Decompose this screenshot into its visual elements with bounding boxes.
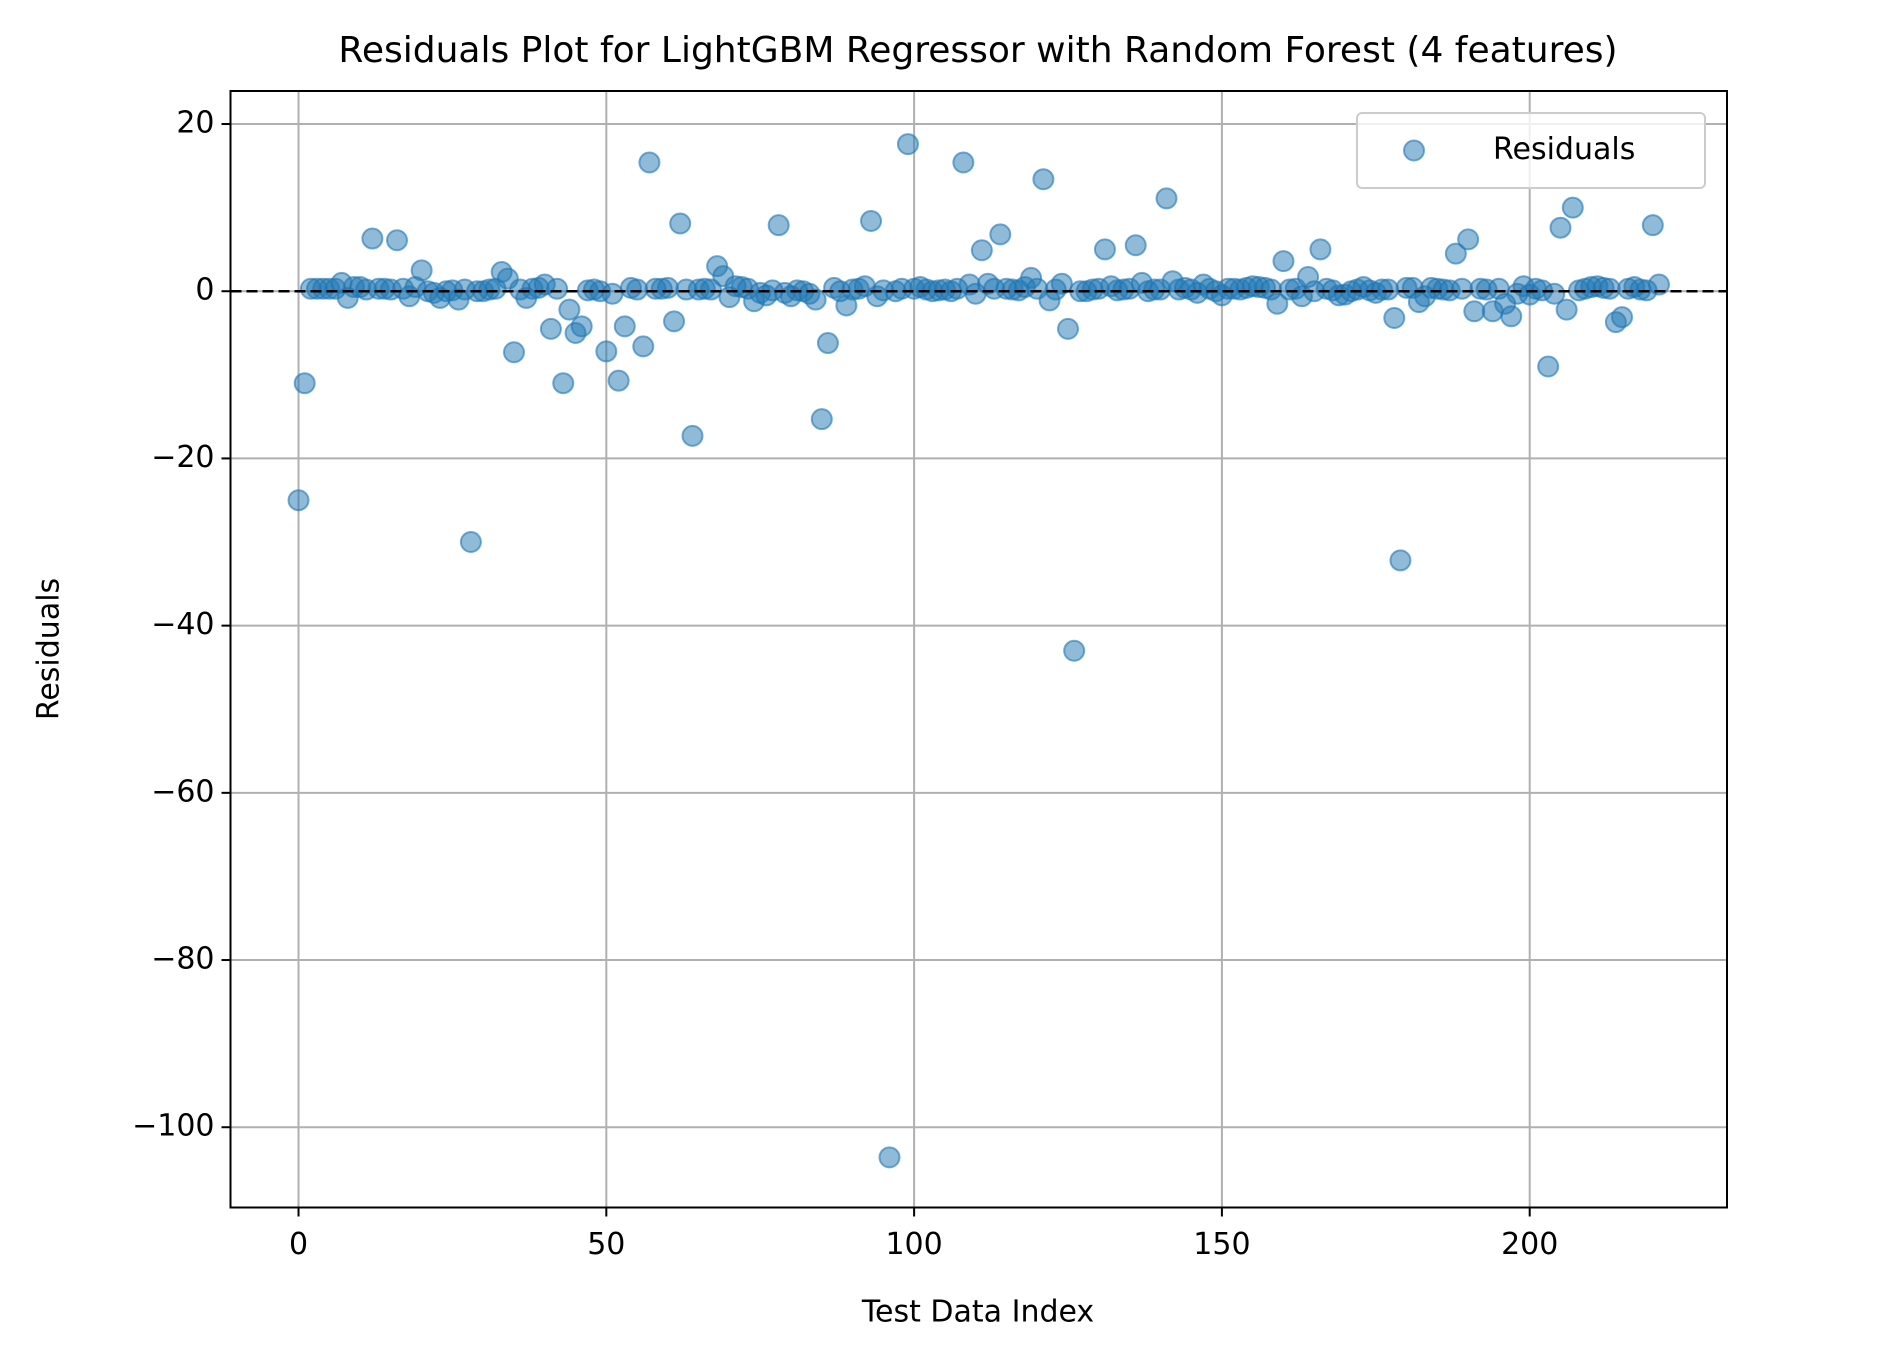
scatter-point — [601, 282, 624, 305]
scatter-point — [632, 335, 655, 358]
scatter-point — [613, 315, 636, 338]
y-tick-label: −40 — [151, 607, 214, 642]
scatter-point — [361, 227, 384, 250]
scatter-point — [1063, 639, 1086, 662]
y-axis-label: Residuals — [32, 578, 67, 720]
scatter-point — [816, 332, 839, 355]
scatter-point — [1272, 250, 1295, 273]
scatter-point — [896, 133, 919, 156]
scatter-point — [1383, 306, 1406, 329]
scatter-point — [1647, 273, 1670, 296]
scatter-point — [1561, 196, 1584, 219]
scatter-point — [1537, 355, 1560, 378]
scatter-point — [539, 317, 562, 340]
scatter-point — [699, 278, 722, 301]
y-tick-label: −80 — [151, 942, 214, 977]
legend-label: Residuals — [1493, 132, 1635, 167]
scatter-point — [570, 315, 593, 338]
scatter-point — [607, 369, 630, 392]
chart-title: Residuals Plot for LightGBM Regressor wi… — [338, 30, 1617, 71]
plot-area — [287, 133, 1670, 1169]
axes-frame — [229, 90, 1728, 1209]
scatter-point — [1389, 549, 1412, 572]
scatter-point — [638, 151, 661, 174]
scatter-point — [1444, 242, 1467, 265]
scatter-point — [1463, 300, 1486, 323]
scatter-point — [810, 408, 833, 431]
scatter-point — [1057, 317, 1080, 340]
scatter-point — [767, 214, 790, 237]
scatter-point — [386, 229, 409, 252]
scatter-point — [878, 1146, 901, 1169]
scatter-point — [410, 259, 433, 282]
scatter-point — [1377, 278, 1400, 301]
scatter-point — [459, 531, 482, 554]
scatter-point — [1641, 214, 1664, 237]
scatter-point — [287, 489, 310, 512]
legend-marker — [1403, 139, 1425, 162]
x-tick-label: 200 — [1501, 1227, 1558, 1262]
y-tick-label: −60 — [151, 774, 214, 809]
x-tick-label: 0 — [289, 1227, 308, 1262]
y-tick-label: 20 — [176, 106, 214, 141]
y-tick-label: −100 — [132, 1109, 214, 1144]
scatter-point — [681, 424, 704, 447]
scatter-point — [1309, 238, 1332, 261]
scatter-point — [502, 341, 525, 364]
x-axis-label: Test Data Index — [861, 1295, 1094, 1330]
scatter-point — [1549, 216, 1572, 239]
scatter-point — [1500, 305, 1523, 328]
scatter-point — [552, 372, 575, 395]
scatter-point — [626, 278, 649, 301]
scatter-point — [1124, 234, 1147, 257]
scatter-point — [1050, 272, 1073, 295]
y-tick-label: 0 — [195, 273, 214, 308]
legend-box — [1356, 112, 1706, 189]
scatter-point — [595, 340, 618, 363]
scatter-point — [1555, 298, 1578, 321]
scatter-point — [1598, 277, 1621, 300]
scatter-point — [860, 210, 883, 233]
x-tick-label: 50 — [587, 1227, 625, 1262]
scatter-point — [1457, 228, 1480, 251]
scatter-point — [546, 277, 569, 300]
scatter-point — [663, 310, 686, 333]
scatter-point — [804, 288, 827, 311]
scatter-point — [669, 212, 692, 235]
scatter-point — [1155, 187, 1178, 210]
scatter-point — [656, 276, 679, 299]
scatter-point — [952, 151, 975, 174]
scatter-point — [1450, 277, 1473, 300]
scatter-point — [1543, 282, 1566, 305]
scatter-point — [293, 372, 316, 395]
scatter-point — [1093, 238, 1116, 261]
scatter-point — [558, 298, 581, 321]
x-tick-label: 100 — [885, 1227, 942, 1262]
scatter-point — [1032, 168, 1055, 191]
scatter-point — [970, 239, 993, 262]
y-tick-label: −20 — [151, 440, 214, 475]
scatter-point — [1266, 292, 1289, 315]
scatter-point — [1611, 306, 1634, 329]
scatter-point — [989, 223, 1012, 246]
x-tick-label: 150 — [1193, 1227, 1250, 1262]
